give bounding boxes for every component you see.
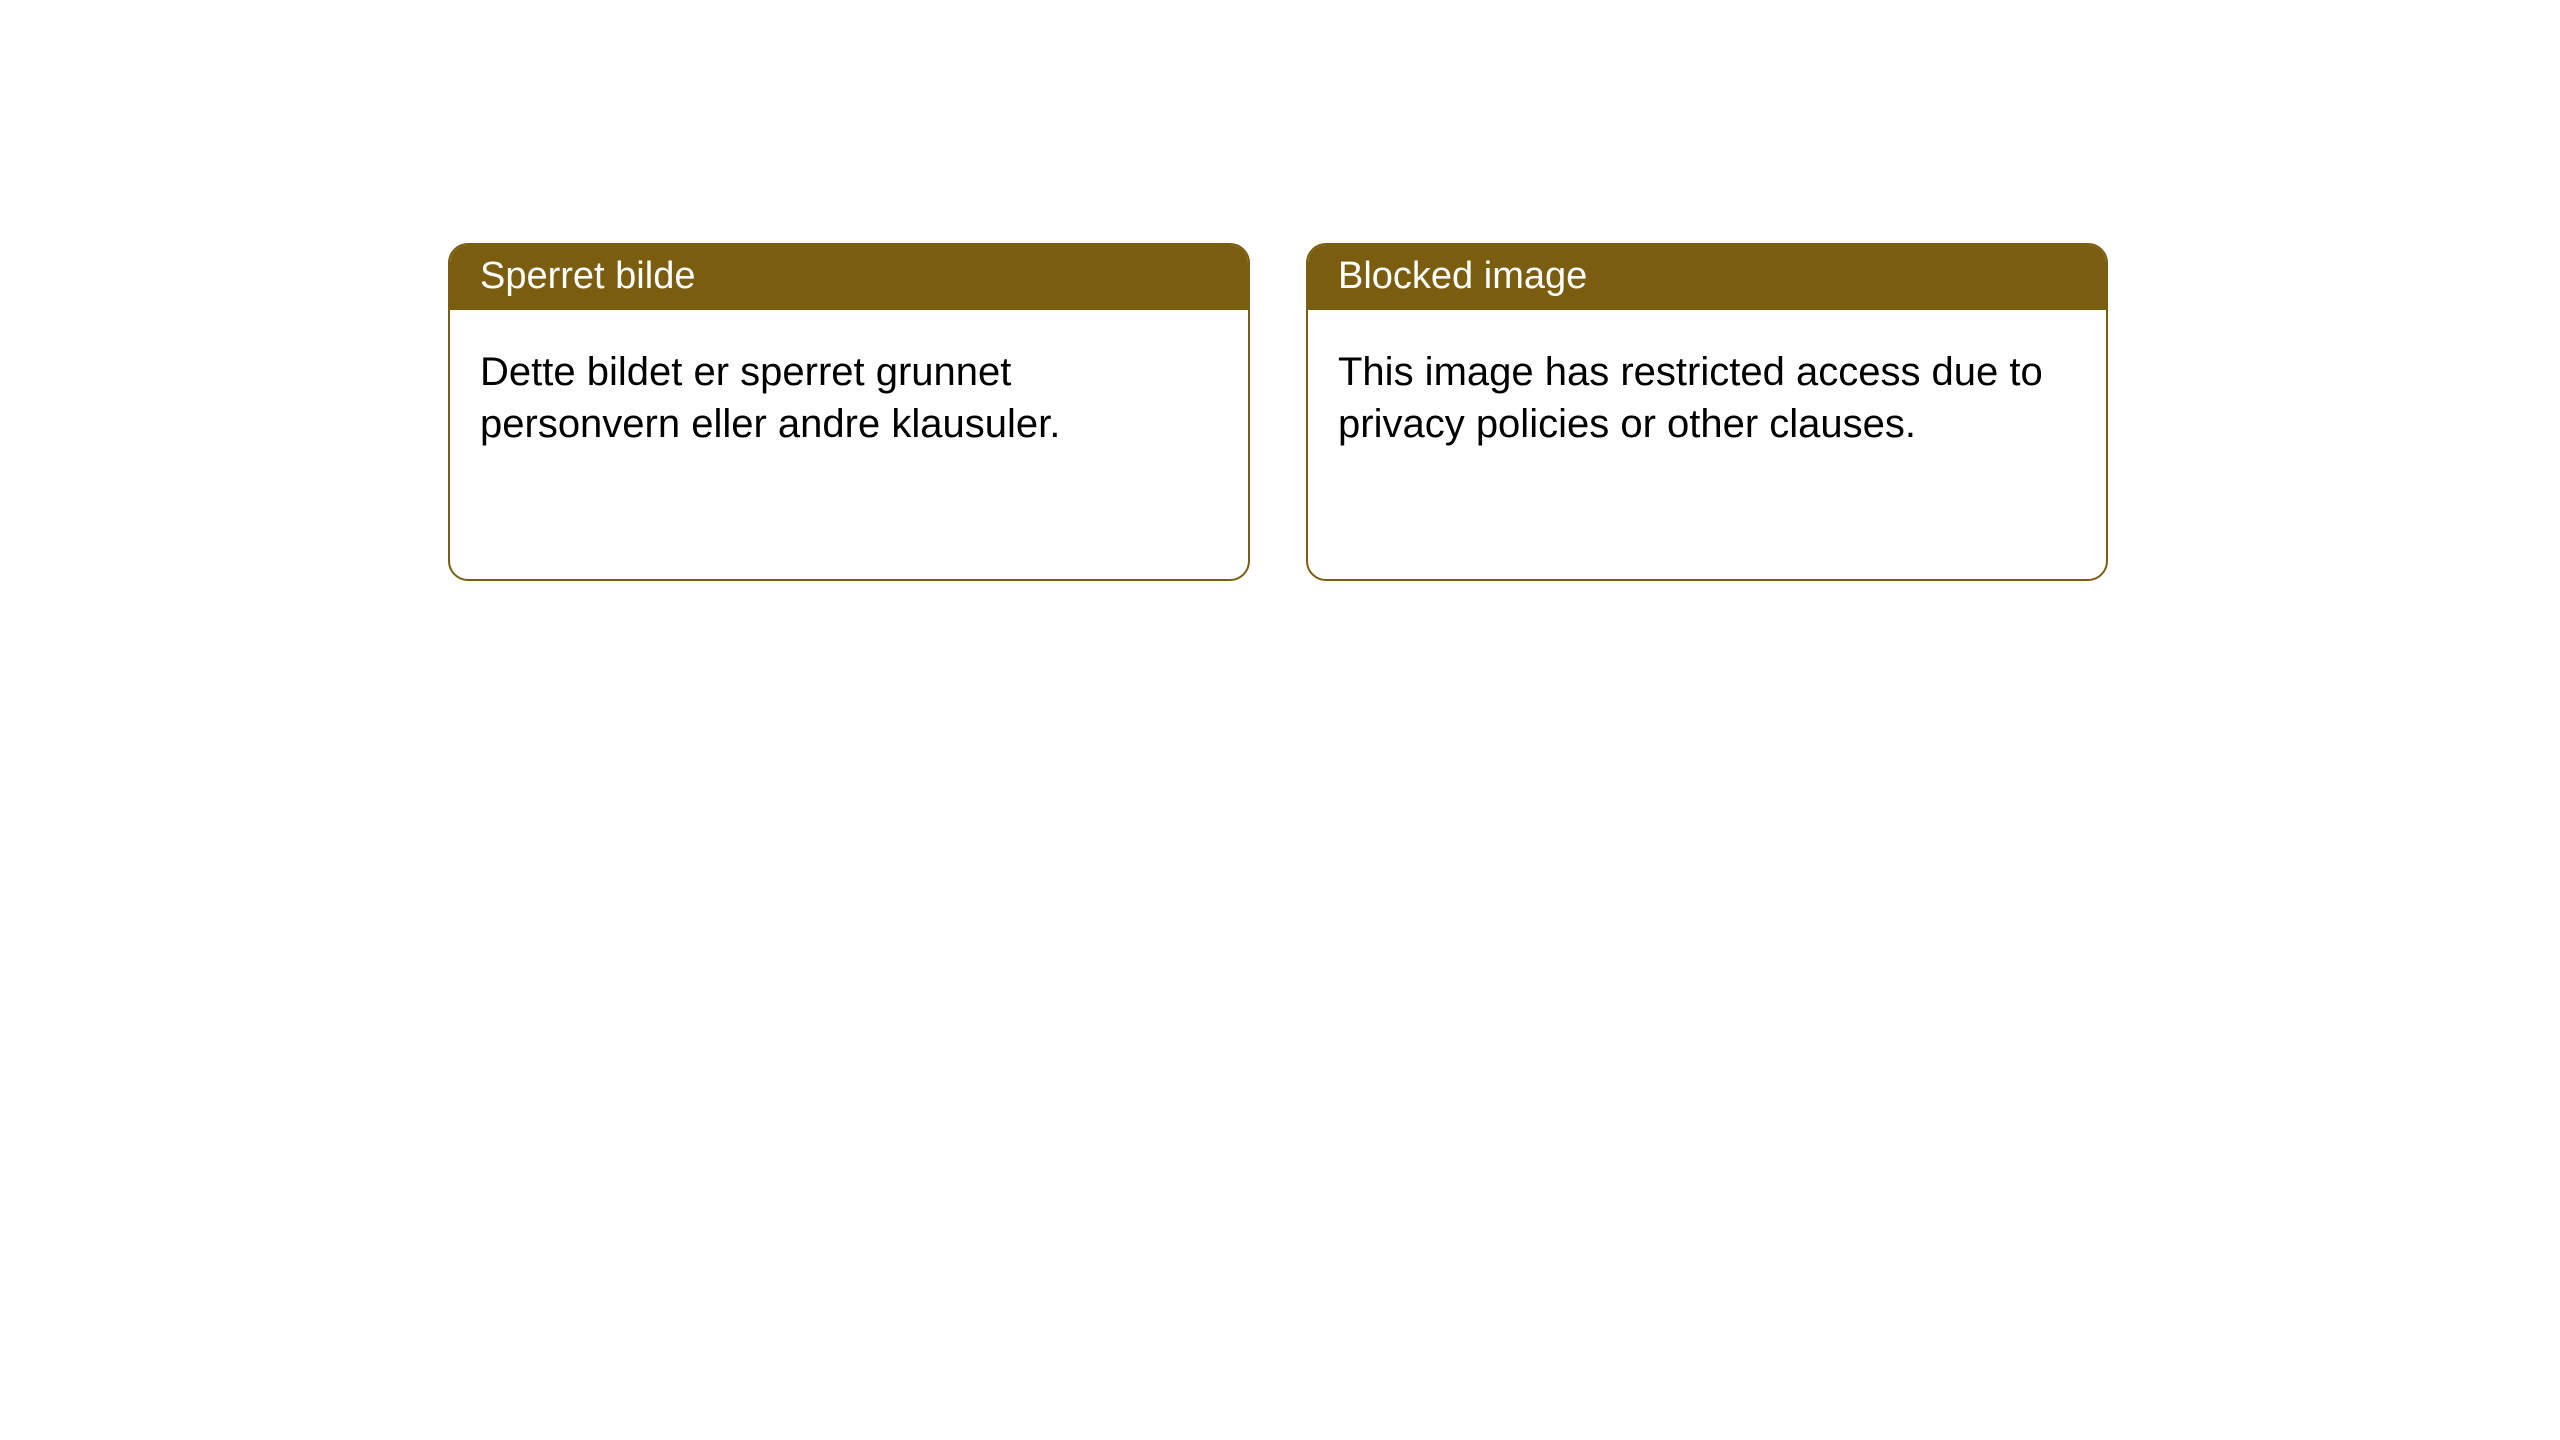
card-title: Blocked image: [1338, 255, 1587, 297]
blocked-image-card-en: Blocked image This image has restricted …: [1306, 243, 2108, 581]
card-header: Blocked image: [1308, 245, 2106, 310]
card-header: Sperret bilde: [450, 245, 1248, 310]
card-body-text: This image has restricted access due to …: [1338, 350, 2043, 446]
card-body: This image has restricted access due to …: [1308, 310, 2106, 486]
blocked-image-card-no: Sperret bilde Dette bildet er sperret gr…: [448, 243, 1250, 581]
card-title: Sperret bilde: [480, 255, 695, 297]
notice-container: Sperret bilde Dette bildet er sperret gr…: [0, 0, 2560, 581]
card-body-text: Dette bildet er sperret grunnet personve…: [480, 350, 1060, 446]
card-body: Dette bildet er sperret grunnet personve…: [450, 310, 1248, 486]
